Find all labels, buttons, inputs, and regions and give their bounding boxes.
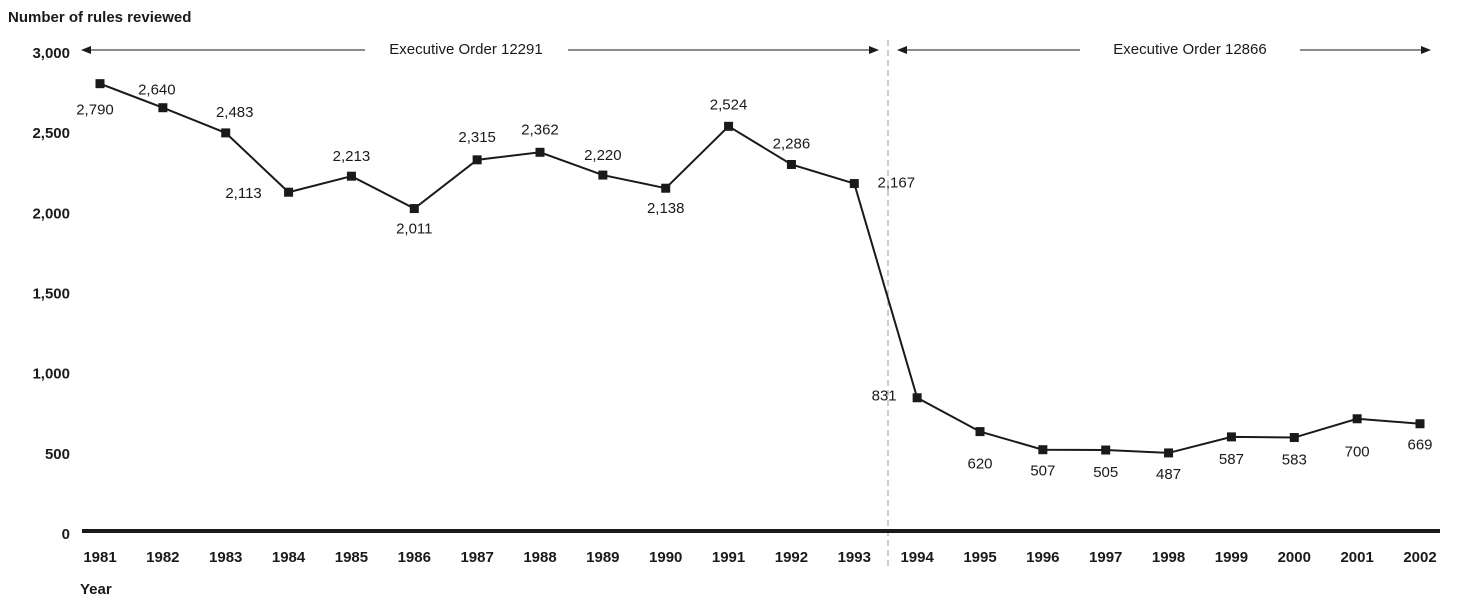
data-label: 2,011 <box>396 221 432 238</box>
marker <box>95 79 105 89</box>
data-label: 2,167 <box>878 175 916 192</box>
data-label: 583 <box>1282 451 1307 468</box>
x-tick-label: 1992 <box>775 549 808 566</box>
data-label: 507 <box>1030 463 1055 480</box>
x-tick-label: 1987 <box>460 549 493 566</box>
marker <box>221 128 231 138</box>
marker <box>158 103 168 113</box>
data-label: 2,286 <box>773 135 811 152</box>
line <box>99 82 1421 454</box>
y-tick-label: 500 <box>45 446 70 463</box>
marker <box>786 159 796 169</box>
x-tick-label: 1985 <box>335 549 368 566</box>
marker <box>598 170 608 180</box>
marker <box>1289 433 1299 443</box>
y-tick-label: 1,000 <box>32 366 70 383</box>
data-label: 587 <box>1219 451 1244 468</box>
annotation: Executive Order 12866 <box>1113 41 1266 58</box>
y-tick-label: 2,000 <box>32 205 70 222</box>
data-label: 620 <box>967 456 992 473</box>
data-label: 2,138 <box>647 200 685 217</box>
data-label: 2,113 <box>225 185 261 202</box>
data-label: 831 <box>872 388 897 405</box>
marker <box>1415 419 1425 429</box>
x-tick-label: 1986 <box>398 549 431 566</box>
x-tick-label: 1984 <box>272 549 306 566</box>
data-label: 2,213 <box>333 148 371 165</box>
data-label: 2,790 <box>76 102 114 119</box>
x-tick-label: 1996 <box>1026 549 1059 566</box>
x-tick-label: 1998 <box>1152 549 1185 566</box>
x-tick-label: 2000 <box>1278 549 1311 566</box>
y-tick-label: 3,000 <box>32 45 70 62</box>
y-tick-label: 2,500 <box>32 125 70 142</box>
marker <box>912 393 922 403</box>
x-tick-label: 1993 <box>838 549 871 566</box>
marker <box>975 427 985 437</box>
x-tick-label: 1989 <box>586 549 619 566</box>
x-axis-label: Year <box>80 581 112 598</box>
data-label: 2,315 <box>458 129 496 146</box>
annotation: Executive Order 12291 <box>389 41 542 58</box>
x-tick-label: 2001 <box>1340 549 1373 566</box>
data-label: 2,220 <box>584 147 622 164</box>
data-label: 487 <box>1156 466 1181 483</box>
data-label: 669 <box>1407 437 1432 454</box>
x-tick-label: 1994 <box>900 549 934 566</box>
x-tick-label: 1982 <box>146 549 179 566</box>
data-label: 700 <box>1345 444 1370 461</box>
data-label: 2,483 <box>216 104 254 121</box>
y-tick-label: 0 <box>62 526 70 543</box>
marker <box>1038 445 1048 455</box>
x-tick-label: 1999 <box>1215 549 1248 566</box>
marker <box>535 147 545 157</box>
marker <box>1101 445 1111 455</box>
marker <box>409 204 419 214</box>
x-tick-label: 1988 <box>523 549 556 566</box>
y-axis-label: Number of rules reviewed <box>8 9 191 26</box>
data-label: 505 <box>1093 464 1118 481</box>
x-tick-label: 1995 <box>963 549 996 566</box>
x-tick-label: 2002 <box>1403 549 1436 566</box>
x-tick-label: 1983 <box>209 549 242 566</box>
data-label: 2,524 <box>710 96 748 113</box>
data-label: 2,640 <box>138 82 176 99</box>
data-label: 2,362 <box>521 121 559 138</box>
marker <box>724 121 734 131</box>
marker <box>472 155 482 165</box>
x-tick-label: 1981 <box>83 549 116 566</box>
marker <box>1226 432 1236 442</box>
marker <box>284 187 294 197</box>
marker <box>1164 448 1174 458</box>
marker <box>1352 414 1362 424</box>
y-tick-label: 1,500 <box>32 285 70 302</box>
marker <box>346 171 356 181</box>
marker <box>661 183 671 193</box>
x-tick-label: 1990 <box>649 549 682 566</box>
x-tick-label: 1991 <box>712 549 745 566</box>
marker <box>849 179 859 189</box>
x-tick-label: 1997 <box>1089 549 1122 566</box>
